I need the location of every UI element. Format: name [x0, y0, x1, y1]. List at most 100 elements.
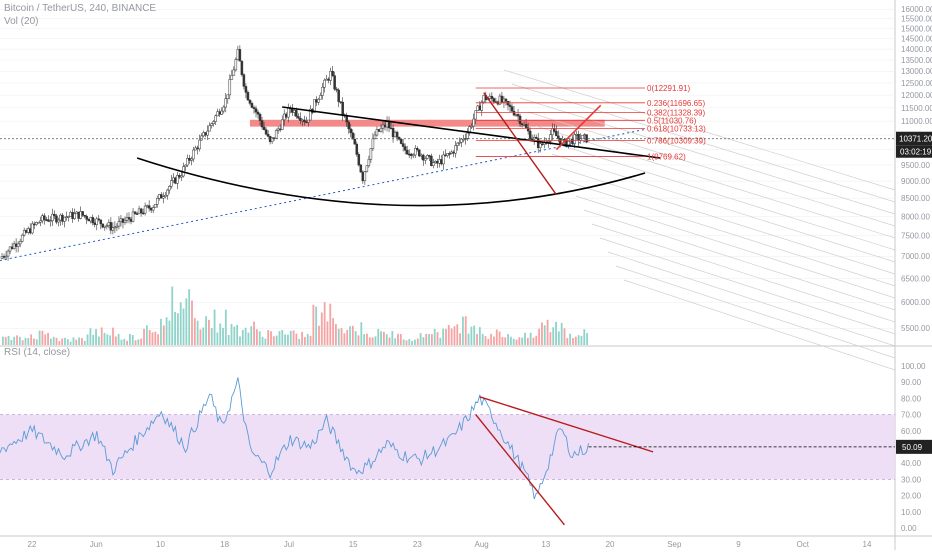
candle-body — [409, 153, 413, 156]
candle-body — [218, 111, 221, 115]
candle-body — [2, 256, 6, 258]
volume-bar — [552, 327, 555, 345]
volume-bar — [538, 328, 541, 345]
volume-bar — [230, 323, 233, 345]
resistance-zone — [249, 119, 605, 127]
candle-body — [436, 160, 439, 164]
candle-body — [141, 212, 145, 215]
volume-bar — [275, 335, 278, 345]
candle-body — [170, 180, 173, 187]
volume-bar — [168, 320, 171, 345]
candle-body — [401, 143, 405, 147]
volume-bar — [495, 329, 498, 345]
candle-body — [407, 153, 411, 156]
volume-bar — [106, 334, 109, 345]
candle-body — [0, 256, 4, 259]
candle-body — [252, 107, 256, 109]
candle-body — [438, 159, 441, 164]
time-axis-label: 20 — [606, 540, 615, 549]
candle-body — [482, 95, 486, 103]
volume-bar — [270, 331, 272, 345]
candle-body — [516, 114, 520, 117]
candle-body — [190, 158, 193, 161]
volume-bar — [222, 327, 224, 345]
price-axis-label: 8500.00 — [901, 194, 930, 203]
candle-body — [549, 134, 552, 142]
candle-body — [313, 99, 316, 113]
candle-body — [210, 123, 213, 126]
candle-body — [359, 164, 363, 173]
volume-bar — [326, 321, 329, 345]
volume-bar — [433, 328, 436, 345]
volume-bar — [78, 337, 81, 345]
volume-bar — [256, 329, 258, 345]
volume-bar — [41, 330, 44, 345]
rsi-value-tag — [896, 439, 932, 454]
candle-body — [151, 207, 155, 211]
candle-body — [91, 217, 94, 224]
candle-body — [397, 136, 401, 140]
rsi-axis-label: 0.00 — [901, 524, 917, 533]
volume-bar — [402, 339, 405, 345]
volume-bar — [309, 335, 312, 345]
volume-bar — [97, 336, 100, 345]
candle-body — [176, 175, 179, 184]
candle-body — [192, 149, 195, 160]
candle-body — [149, 207, 153, 211]
volume-bar — [292, 330, 295, 345]
candle-body — [555, 131, 558, 137]
candle-body — [26, 228, 30, 233]
candle-body — [41, 215, 44, 222]
volume-bar — [422, 337, 425, 345]
price-axis-label: 16000.00 — [901, 5, 932, 14]
price-axis-label: 12000.00 — [901, 91, 932, 100]
candle-body — [514, 114, 518, 116]
volume-bar — [202, 327, 205, 345]
candle-body — [361, 171, 365, 182]
candle-body — [240, 60, 244, 75]
candle-body — [147, 205, 151, 209]
volume-bar — [323, 302, 326, 345]
volume-bar — [193, 318, 196, 345]
volume-bar — [493, 336, 495, 345]
candle-body — [61, 214, 64, 222]
price-axis-label: 15000.00 — [901, 24, 932, 33]
candle-body — [137, 208, 141, 215]
candle-body — [14, 243, 18, 247]
volume-bar — [30, 334, 33, 345]
price-axis-label: 9500.00 — [901, 161, 930, 170]
candle-body — [83, 215, 86, 217]
candle-body — [442, 154, 445, 165]
candle-body — [315, 99, 318, 103]
volume-bar — [123, 338, 126, 345]
volume-bar — [24, 337, 27, 345]
candle-body — [345, 115, 348, 123]
candle-body — [234, 59, 238, 71]
candle-body — [389, 127, 393, 130]
volume-bar — [363, 334, 366, 345]
candle-body — [180, 175, 183, 178]
volume-bar — [38, 330, 41, 345]
volume-bar — [439, 337, 442, 345]
time-axis-label: 10 — [156, 540, 165, 549]
candle-body — [278, 128, 282, 131]
candle-body — [256, 111, 260, 115]
volume-bar — [261, 336, 264, 345]
candle-body — [351, 132, 355, 140]
candle-body — [418, 149, 421, 157]
volume-legend: Vol (20) — [4, 16, 39, 27]
candle-body — [303, 119, 306, 123]
candle-body — [69, 212, 72, 217]
rsi-axis-label: 90.00 — [901, 378, 922, 387]
candle-body — [528, 130, 532, 140]
rsi-axis-label: 70.00 — [901, 411, 922, 420]
volume-bar — [210, 328, 213, 345]
volume-bar — [157, 334, 160, 345]
volume-bar — [27, 338, 30, 345]
candle-body — [135, 213, 139, 215]
candle-body — [385, 121, 389, 128]
candle-body — [357, 154, 361, 166]
candle-body — [440, 159, 443, 165]
